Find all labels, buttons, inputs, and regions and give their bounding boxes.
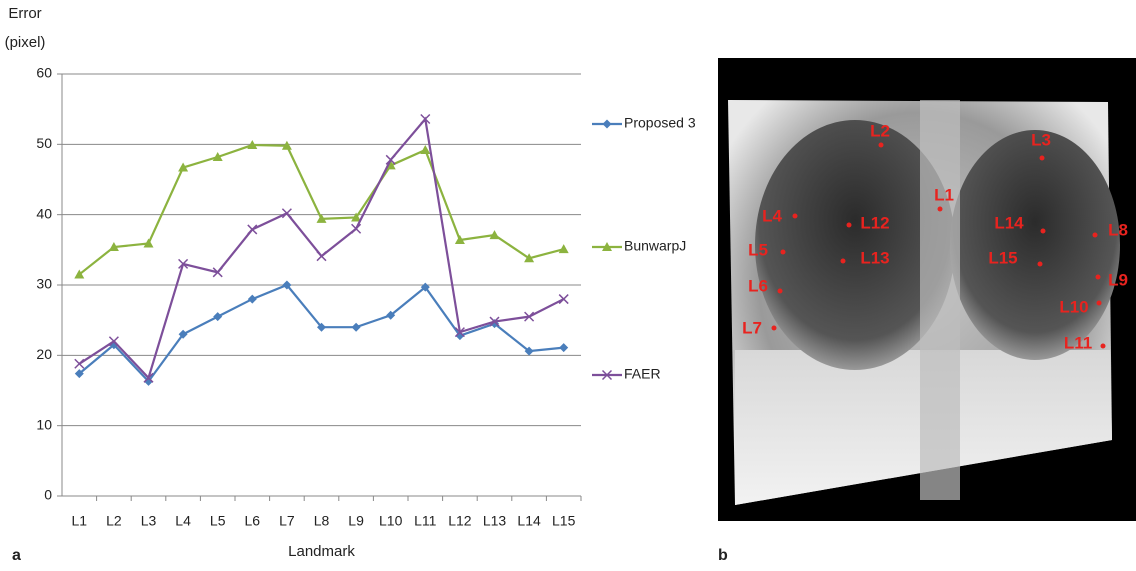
figure: 0 10 20 30 40 50 60 L1 L2 L3 L4 L5 L6 L7 L8 L9 L10 L11 L12… [0,0,1136,571]
y-tick-label: 10 [36,416,52,432]
legend-label: Proposed 3 [624,115,696,131]
landmark-label: L14 [994,213,1024,232]
landmark-dot [1097,301,1102,306]
data-point [282,209,291,218]
landmark-label: L8 [1108,220,1128,239]
landmark-label: L13 [860,248,889,267]
landmark-dot [1101,344,1106,349]
y-axis-title: (pixel) [5,34,46,51]
x-tick-label: L11 [414,513,437,529]
landmark-label: L12 [860,213,889,232]
landmark-label: L4 [762,206,782,225]
legend-label: BunwarpJ [624,238,686,254]
data-point [559,244,569,253]
data-point [75,359,84,368]
data-point [317,252,326,261]
x-tick-label: L4 [175,513,191,529]
x-tick-label: L10 [379,513,403,529]
data-point [559,343,568,352]
landmark-dot [1093,233,1098,238]
x-tick-label: L8 [314,513,330,529]
data-point [352,323,361,332]
data-point [248,295,257,304]
landmark-dot [1040,156,1045,161]
data-point [213,312,222,321]
landmark-dot [847,223,852,228]
landmark-label: L1 [934,185,954,204]
panel-label: b [718,547,728,564]
legend-label: FAER [624,366,661,382]
landmark-dot [879,143,884,148]
y-tick-label: 20 [36,346,52,362]
landmark-dot [772,326,777,331]
y-axis-title: Error [8,5,41,22]
x-tick-label: L3 [141,513,157,529]
landmark-label: L3 [1031,130,1051,149]
landmark-label: L15 [988,248,1017,267]
landmark-label: L6 [748,276,768,295]
y-tick-label: 30 [36,276,52,292]
x-tick-label: L12 [448,513,472,529]
landmark-dot [1096,275,1101,280]
panel-label: a [12,547,21,564]
landmark-dot [781,250,786,255]
landmark-dot [1038,262,1043,267]
x-tick-label: L14 [517,513,541,529]
page: {"chart_data": {"type": "line", "ylabel_… [0,0,1136,571]
x-tick-label: L1 [72,513,88,529]
y-tick-label: 50 [36,135,52,151]
landmark-label: L7 [742,318,762,337]
x-tick-label: L2 [106,513,122,529]
landmark-label: L11 [1064,333,1092,352]
landmark-dot [1041,229,1046,234]
x-tick-label: L9 [348,513,364,529]
landmark-dot [793,214,798,219]
y-tick-label: 0 [44,487,52,503]
legend-marker [603,120,612,129]
landmark-dot [778,289,783,294]
landmark-label: L2 [870,121,890,140]
landmark-label: L5 [748,240,768,259]
landmark-dot [938,207,943,212]
x-tick-label: L5 [210,513,226,529]
data-point [248,225,257,234]
landmark-dot [841,259,846,264]
x-axis-title: Landmark [288,543,355,560]
x-tick-label: L13 [483,513,507,529]
x-tick-label: L7 [279,513,295,529]
data-point [559,295,568,304]
y-tick-label: 60 [36,65,52,81]
data-point [352,224,361,233]
x-tick-label: L6 [245,513,261,529]
landmark-label: L10 [1059,297,1088,316]
y-tick-label: 40 [36,205,52,221]
x-tick-label: L15 [552,513,576,529]
landmark-label: L9 [1108,270,1128,289]
series-line [79,119,563,378]
